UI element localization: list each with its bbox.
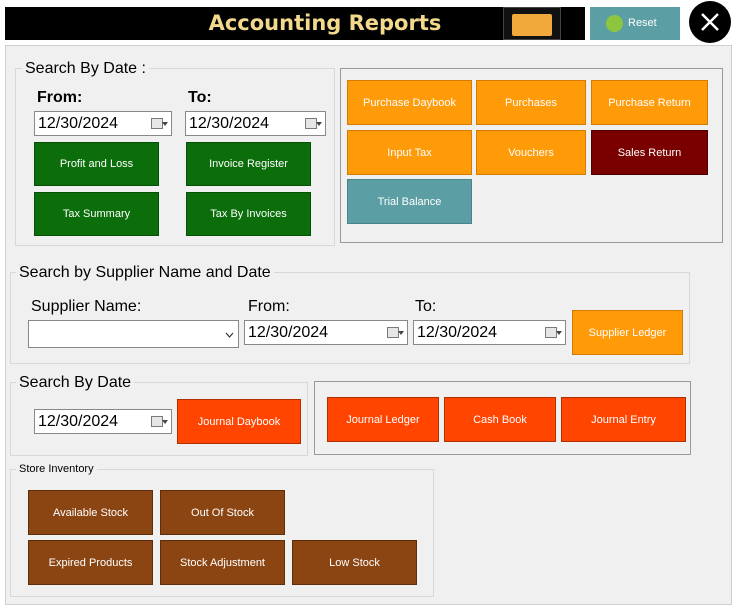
from-label: From: — [37, 89, 83, 106]
supplier-name-dropdown[interactable] — [28, 320, 239, 348]
vouchers-button[interactable]: Vouchers — [476, 130, 586, 175]
search-by-date-group — [15, 68, 335, 246]
stock-adjustment-button[interactable]: Stock Adjustment — [160, 540, 285, 585]
store-inventory-group — [10, 469, 434, 597]
low-stock-button[interactable]: Low Stock — [292, 540, 417, 585]
to-date-picker[interactable]: 12/30/2024 — [185, 111, 326, 136]
out-of-stock-button[interactable]: Out Of Stock — [160, 490, 285, 535]
supplier-to-date-value: 12/30/2024 — [417, 324, 498, 341]
from-date-value: 12/30/2024 — [38, 115, 119, 132]
reports-group — [340, 68, 723, 243]
expired-products-button[interactable]: Expired Products — [28, 540, 153, 585]
journal-entry-button[interactable]: Journal Entry — [561, 397, 686, 442]
to-date-value: 12/30/2024 — [189, 115, 270, 132]
to-label: To: — [188, 89, 212, 106]
journal-date-picker[interactable]: 12/30/2024 — [34, 409, 172, 434]
page-title: Accounting Reports — [208, 11, 442, 35]
reset-button[interactable]: Reset — [590, 7, 680, 40]
from-date-picker[interactable]: 12/30/2024 — [34, 111, 172, 136]
trial-balance-button[interactable]: Trial Balance — [347, 179, 472, 224]
journal-reports-group — [314, 381, 691, 455]
journal-search-group — [10, 382, 308, 456]
refresh-icon — [606, 15, 623, 32]
supplier-name-label: Supplier Name: — [31, 298, 142, 315]
chevron-down-icon — [556, 331, 562, 335]
cash-book-button[interactable]: Cash Book — [444, 397, 556, 442]
journal-daybook-button[interactable]: Journal Daybook — [177, 399, 301, 444]
chevron-down-icon — [162, 122, 168, 126]
supplier-search-group — [10, 272, 690, 364]
purchase-return-button[interactable]: Purchase Return — [591, 80, 708, 125]
supplier-from-label: From: — [248, 298, 290, 315]
keyboard-icon — [512, 14, 552, 36]
chevron-down-icon — [316, 122, 322, 126]
purchase-daybook-button[interactable]: Purchase Daybook — [347, 80, 472, 125]
search-by-date-label: Search By Date : — [22, 60, 149, 78]
tax-by-invoices-button[interactable]: Tax By Invoices — [186, 192, 311, 236]
supplier-to-date-picker[interactable]: 12/30/2024 — [413, 320, 566, 345]
journal-ledger-button[interactable]: Journal Ledger — [327, 397, 439, 442]
available-stock-button[interactable]: Available Stock — [28, 490, 153, 535]
close-button[interactable] — [689, 1, 731, 43]
store-inventory-label: Store Inventory — [16, 463, 97, 475]
supplier-ledger-button[interactable]: Supplier Ledger — [572, 310, 683, 355]
supplier-to-label: To: — [415, 298, 437, 315]
close-icon — [701, 13, 719, 31]
input-tax-button[interactable]: Input Tax — [347, 130, 472, 175]
tax-summary-button[interactable]: Tax Summary — [34, 192, 159, 236]
chevron-down-icon — [225, 332, 234, 338]
supplier-from-date-value: 12/30/2024 — [248, 324, 329, 341]
chevron-down-icon — [398, 331, 404, 335]
supplier-search-label: Search by Supplier Name and Date — [16, 264, 274, 282]
supplier-from-date-picker[interactable]: 12/30/2024 — [244, 320, 408, 345]
chevron-down-icon — [162, 420, 168, 424]
profit-and-loss-button[interactable]: Profit and Loss — [34, 142, 159, 186]
invoice-register-button[interactable]: Invoice Register — [186, 142, 311, 186]
purchases-button[interactable]: Purchases — [476, 80, 586, 125]
title-bar — [5, 7, 585, 40]
journal-date-value: 12/30/2024 — [38, 413, 119, 430]
sales-return-button[interactable]: Sales Return — [591, 130, 708, 175]
reset-label: Reset — [628, 17, 657, 29]
journal-search-label: Search By Date — [16, 374, 135, 392]
keyboard-button[interactable] — [503, 7, 561, 40]
